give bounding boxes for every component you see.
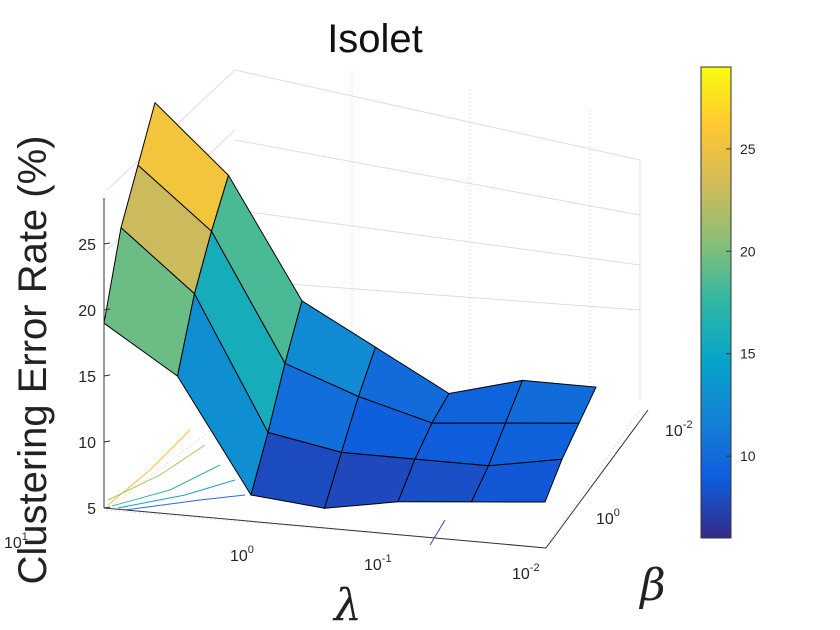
z-tick-mark	[103, 440, 111, 443]
colorbar-tick-label: 25	[740, 141, 756, 157]
z-tick-mark	[103, 374, 111, 377]
colorbar: 10 15 20 25	[700, 66, 756, 539]
z-axis-label: Clustering Error Rate (%)	[11, 135, 55, 584]
floor-contours	[107, 429, 446, 546]
z-axis-ticks: 5 10 15 20 25	[78, 237, 111, 518]
z-tick-label: 5	[87, 501, 96, 518]
z-tick-label: 15	[78, 369, 96, 386]
colorbar-fill	[700, 66, 732, 539]
surface	[103, 102, 597, 509]
z-tick-mark	[103, 506, 111, 509]
chart-title: Isolet	[327, 17, 423, 61]
lambda-tick-label: 100	[230, 544, 254, 565]
z-tick-label: 25	[78, 237, 96, 254]
lambda-tick-label: 10-1	[364, 553, 392, 574]
lambda-axis-label: λ	[332, 580, 362, 630]
beta-tick-label: 10-2	[665, 419, 693, 440]
lambda-tick-label: 10-2	[512, 562, 540, 583]
z-tick-label: 10	[78, 435, 96, 452]
beta-axis-ticks: 100 10-2	[596, 419, 693, 528]
z-tick-mark	[103, 308, 111, 311]
z-tick-mark	[103, 242, 111, 245]
z-tick-label: 20	[78, 303, 96, 320]
surface-patch	[471, 458, 563, 503]
beta-axis-label: β	[638, 560, 665, 611]
colorbar-tick-label: 10	[740, 448, 756, 464]
colorbar-ticks: 10 15 20 25	[726, 141, 756, 464]
lambda-axis-ticks: 101 100 10-1 10-2	[4, 531, 540, 583]
colorbar-tick-label: 15	[740, 346, 756, 362]
lambda-tick-label: 101	[4, 531, 28, 552]
beta-tick-label: 100	[596, 507, 620, 528]
colorbar-tick-label: 20	[740, 243, 756, 259]
axes	[103, 198, 649, 549]
